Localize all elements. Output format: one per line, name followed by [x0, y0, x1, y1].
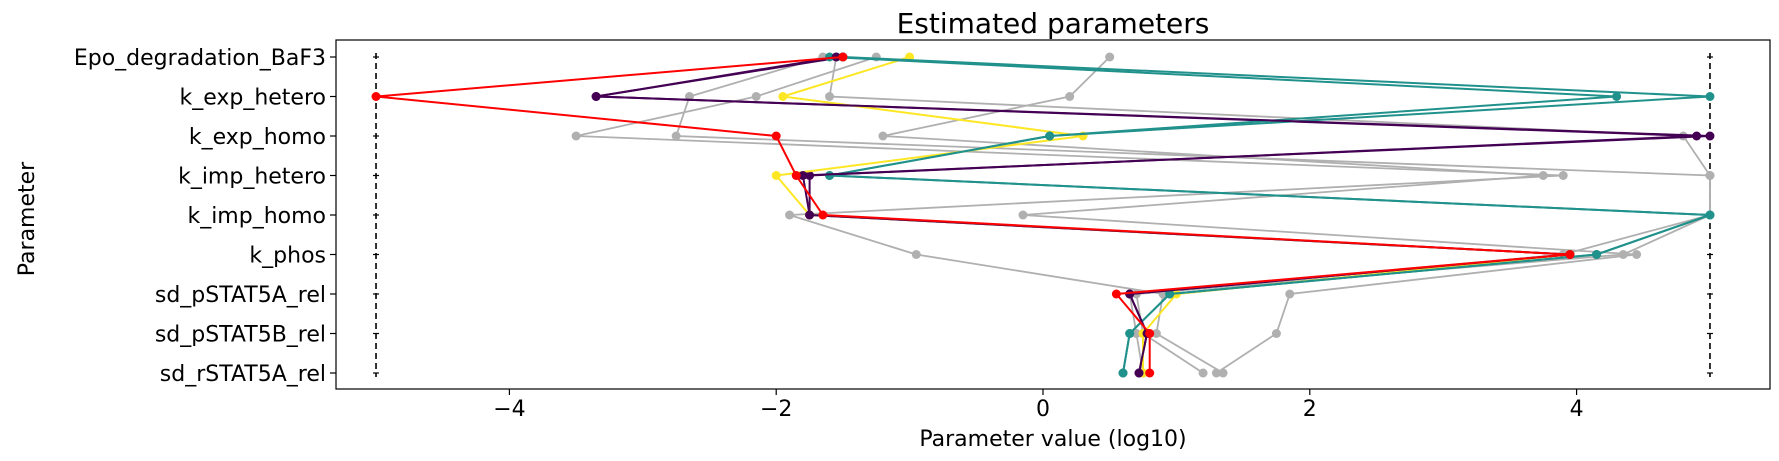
start-teal-2-point — [1165, 289, 1175, 299]
start-teal-2-point — [1705, 92, 1715, 101]
start-purple-point — [1705, 131, 1715, 141]
y-tick-label: k_exp_hetero — [179, 86, 326, 111]
y-axis-label: Parameter — [15, 161, 40, 276]
start-purple-2-line — [595, 56, 1697, 374]
chart-title: Estimated parameters — [897, 7, 1210, 40]
start-teal-2-point — [1118, 368, 1128, 378]
start-best-point — [1145, 368, 1155, 378]
start-grey-3-point — [671, 131, 681, 141]
start-teal-2-point — [825, 171, 835, 180]
x-tick-label: −4 — [493, 397, 525, 422]
y-tick-label: k_phos — [249, 244, 326, 269]
y-tick-label: k_imp_homo — [187, 204, 326, 229]
start-best-line — [375, 56, 1570, 373]
start-teal-2-point — [1125, 329, 1135, 338]
start-best-point — [1565, 250, 1575, 259]
start-grey-1-point — [1065, 92, 1075, 101]
start-grey-3-point — [1198, 368, 1208, 378]
start-teal-point — [1612, 92, 1622, 101]
start-grey-2-point — [911, 250, 921, 259]
start-grey-1-point — [1285, 289, 1295, 299]
start-grey-2-point — [785, 210, 795, 220]
start-grey-4-point — [1705, 171, 1715, 180]
x-tick-label: 0 — [1036, 397, 1050, 422]
start-purple-line — [595, 56, 1711, 374]
x-tick-label: −2 — [760, 397, 792, 422]
plot-frame — [335, 39, 1771, 390]
start-teal-2-point — [1045, 131, 1055, 141]
start-teal-2-point — [1705, 210, 1715, 220]
start-grey-2-point — [1218, 368, 1228, 378]
series-group — [371, 52, 1715, 378]
start-grey-3-point — [1618, 250, 1628, 259]
start-grey-2-point — [571, 131, 581, 141]
y-tick-label: sd_pSTAT5A_rel — [155, 283, 326, 308]
y-tick-label: sd_rSTAT5A_rel — [160, 362, 326, 387]
start-purple-point — [798, 171, 808, 180]
start-grey-1-point — [1018, 210, 1028, 220]
start-teal-2-point — [1592, 250, 1602, 259]
start-yellow-line — [774, 56, 1570, 373]
y-ticks: Epo_degradation_BaF3 k_exp_hetero k_exp_ho… — [74, 46, 336, 387]
start-purple-point — [805, 210, 815, 220]
start-best-point — [818, 210, 828, 220]
y-tick-label: Epo_degradation_BaF3 — [74, 46, 326, 71]
start-grey-2-point — [1151, 329, 1161, 338]
start-teal-2-line — [829, 56, 1711, 374]
start-yellow-point — [778, 92, 788, 101]
y-tick-label: k_imp_hetero — [178, 165, 326, 190]
x-tick-label: 2 — [1303, 397, 1317, 422]
start-grey-1-point — [1271, 329, 1281, 338]
x-ticks: −4 −2 0 2 4 — [493, 389, 1584, 422]
start-grey-1-point — [1632, 250, 1642, 259]
start-best-point — [771, 131, 781, 141]
start-best-point — [791, 171, 801, 180]
start-grey-2-point — [751, 92, 761, 101]
start-best-point — [1145, 329, 1155, 338]
start-best-point — [371, 92, 381, 101]
y-tick-label: k_exp_homo — [189, 125, 326, 150]
start-grey-4-point — [825, 92, 835, 101]
start-purple-point — [591, 92, 601, 101]
start-best-point — [1111, 289, 1121, 299]
start-grey-1-point — [878, 131, 888, 141]
start-grey-4-point — [1131, 329, 1141, 338]
x-axis-label: Parameter value (log10) — [919, 427, 1186, 452]
start-yellow-point — [771, 171, 781, 180]
start-best-point — [838, 52, 848, 62]
y-tick-label: sd_pSTAT5B_rel — [155, 323, 326, 348]
start-grey-1-point — [1105, 52, 1115, 62]
start-purple-point — [1134, 368, 1144, 378]
x-tick-label: 4 — [1570, 397, 1584, 422]
start-grey-2-point — [1558, 171, 1568, 180]
start-grey-2-line — [575, 56, 1564, 374]
